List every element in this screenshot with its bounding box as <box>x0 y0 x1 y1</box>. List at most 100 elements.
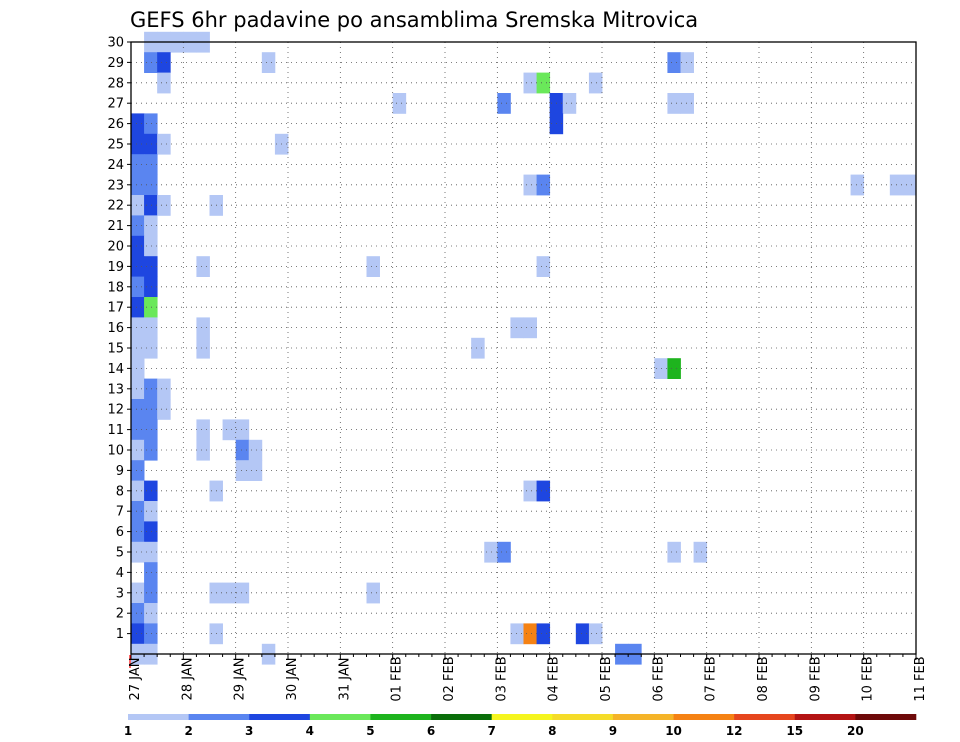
y-tick-label: 9 <box>116 464 124 479</box>
precip-cell <box>523 174 537 196</box>
precip-cell <box>157 399 171 420</box>
precip-cell <box>667 541 681 563</box>
legend-swatch <box>128 714 189 720</box>
precip-cell <box>144 337 158 359</box>
y-tick-label: 16 <box>107 321 124 336</box>
legend-swatch <box>612 714 674 720</box>
precip-cell <box>131 317 145 339</box>
legend-label: 10 <box>665 724 682 738</box>
legend-swatch <box>855 714 917 720</box>
y-tick-label: 2 <box>116 607 124 622</box>
precip-cell <box>196 439 210 461</box>
y-tick-label: 23 <box>107 178 124 193</box>
precip-cell <box>484 541 498 563</box>
y-tick-label: 18 <box>107 280 124 295</box>
precip-cell <box>536 72 551 94</box>
precip-cell <box>131 174 145 196</box>
precip-cell <box>144 501 158 522</box>
y-tick-label: 19 <box>107 260 124 275</box>
precip-cell <box>131 480 145 502</box>
precip-cell <box>902 174 917 196</box>
legend-swatch <box>249 714 311 720</box>
precip-cell <box>131 582 145 604</box>
precip-cell <box>157 52 171 73</box>
precip-cell <box>144 378 158 400</box>
legend-label: 5 <box>366 724 374 738</box>
precip-cell <box>536 480 551 502</box>
x-tick-label: 31 JAN <box>337 658 352 701</box>
precip-cell <box>157 378 171 400</box>
x-tick-label: 10 FEB <box>861 656 876 701</box>
precip-cell <box>536 174 551 196</box>
x-tick-label: 27 JAN <box>128 658 143 701</box>
x-tick-label: 30 JAN <box>285 658 300 701</box>
precip-cell <box>667 358 681 379</box>
x-tick-label: 03 FEB <box>494 656 509 701</box>
x-axis: 27 JAN 28 JAN 29 JAN 30 JAN 31 JAN 01 FEB 02 F… <box>128 654 928 702</box>
precip-cell <box>144 480 158 502</box>
precip-cell <box>131 133 145 155</box>
precip-cell <box>131 521 145 543</box>
precip-cell <box>144 235 158 257</box>
precip-cell <box>131 297 145 318</box>
precip-cell <box>510 317 524 339</box>
y-tick-label: 11 <box>107 423 124 438</box>
legend-label: 2 <box>184 724 192 738</box>
x-tick-label: 01 FEB <box>390 656 405 701</box>
legend-swatch <box>309 714 371 720</box>
y-tick-label: 6 <box>116 525 124 540</box>
y-tick-label: 1 <box>116 627 124 642</box>
y-tick-label: 14 <box>107 362 124 377</box>
precip-cell <box>131 276 145 298</box>
precip-cell <box>693 541 708 563</box>
x-tick-label: 08 FEB <box>756 656 771 701</box>
precip-cell <box>131 358 145 379</box>
precip-cell <box>131 154 145 175</box>
precip-cell <box>261 52 276 73</box>
precip-cell <box>131 113 145 135</box>
precip-cell <box>235 582 250 604</box>
precip-cell <box>235 419 250 441</box>
precip-cell <box>222 419 237 441</box>
precip-cell <box>392 93 407 114</box>
legend-label: 8 <box>548 724 556 738</box>
legend-label: 4 <box>306 724 314 738</box>
precip-cell <box>131 419 145 441</box>
precip-cell <box>131 399 145 420</box>
precip-cell <box>131 541 145 563</box>
precip-cell <box>131 337 145 359</box>
legend-swatch <box>491 714 553 720</box>
legend-swatch <box>188 714 250 720</box>
x-tick-label: 06 FEB <box>651 656 666 701</box>
precip-cell <box>144 582 158 604</box>
y-tick-label: 25 <box>107 138 124 153</box>
precip-cell <box>144 276 158 298</box>
plot-frame <box>130 41 917 655</box>
precip-cell <box>235 460 250 481</box>
precip-cell <box>471 337 485 359</box>
precip-cell <box>157 72 171 94</box>
y-tick-label: 21 <box>107 219 124 234</box>
precip-cell <box>196 256 210 277</box>
precip-cell <box>588 623 603 645</box>
x-tick-label: 04 FEB <box>547 656 562 701</box>
precip-cell <box>131 623 145 645</box>
precip-cell <box>523 480 537 502</box>
precip-cell <box>131 378 145 400</box>
y-tick-label: 15 <box>107 342 124 357</box>
legend-swatch <box>734 714 796 720</box>
x-tick-label: 11 FEB <box>913 656 928 701</box>
precip-cell <box>235 439 250 461</box>
precip-cell <box>523 317 537 339</box>
y-tick-label: 5 <box>116 546 124 561</box>
precip-cell <box>131 215 145 237</box>
precip-cell <box>144 297 158 318</box>
precip-cell <box>248 460 263 481</box>
precip-cell <box>144 623 158 645</box>
precip-cell <box>536 256 551 277</box>
legend-swatch <box>794 714 856 720</box>
precip-cell <box>144 541 158 563</box>
legend-label: 1 <box>124 724 132 738</box>
y-tick-label: 30 <box>107 36 124 51</box>
